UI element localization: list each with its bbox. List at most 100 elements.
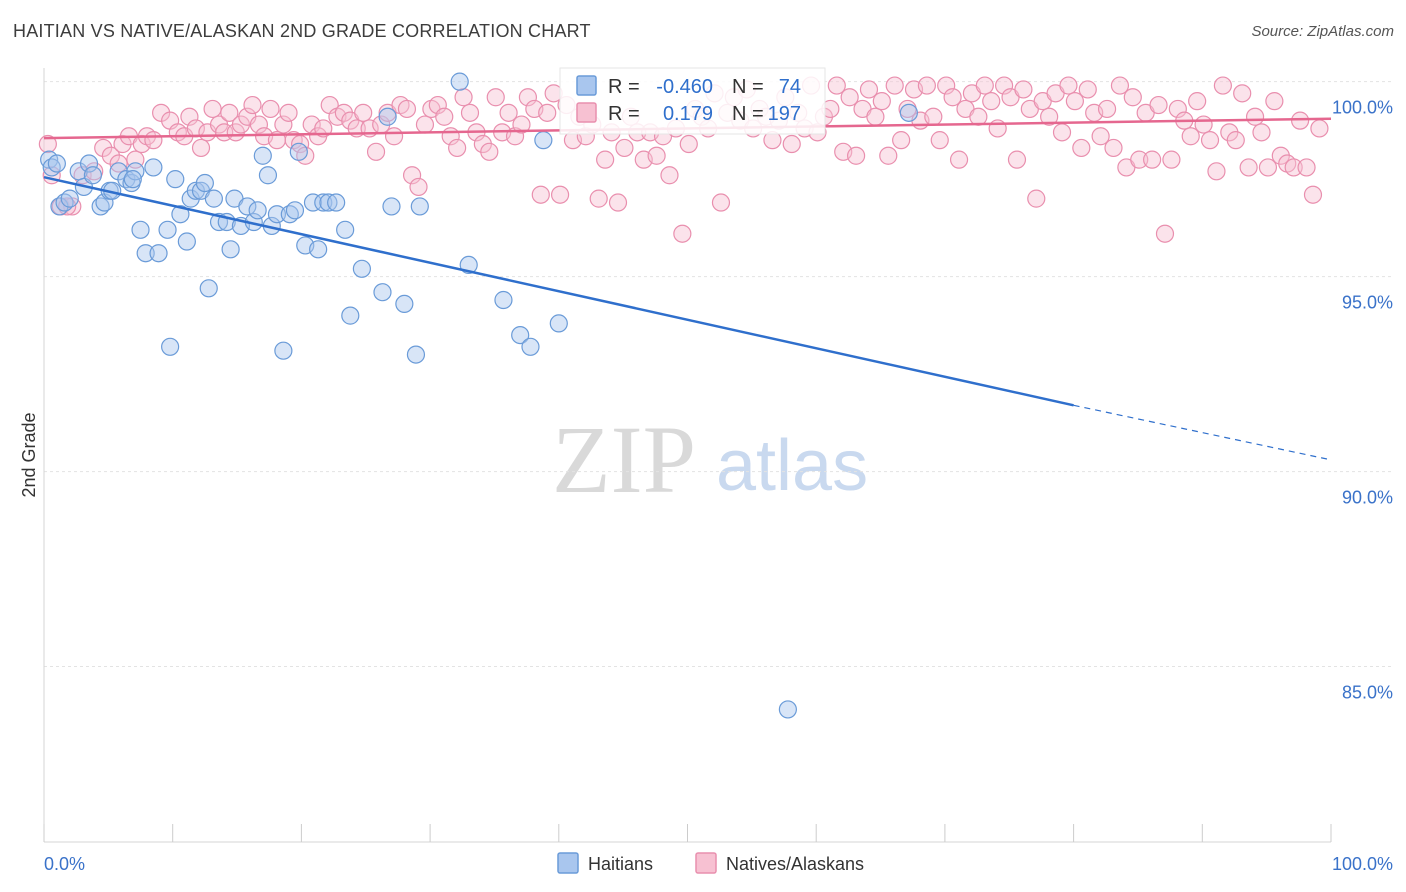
natives-alaskans-series [38, 76, 1329, 243]
natives-alaskans-point [1207, 162, 1226, 181]
natives-alaskans-point [538, 103, 557, 122]
natives-alaskans-point [274, 115, 293, 134]
legend-n-label-1: N = [732, 76, 764, 98]
natives-alaskans-point [1258, 158, 1278, 177]
haitians-point [319, 193, 338, 212]
natives-alaskans-point [279, 103, 298, 122]
natives-alaskans-point [1239, 158, 1258, 177]
natives-alaskans-point [1168, 99, 1187, 119]
natives-alaskans-point [872, 92, 891, 111]
natives-alaskans-point [249, 115, 269, 134]
watermark-atlas: atlas [716, 426, 868, 506]
haitians-point [204, 189, 223, 208]
natives-alaskans-point [415, 115, 435, 134]
natives-alaskans-point [969, 107, 988, 126]
haitians-point [534, 131, 553, 150]
haitians-point [83, 166, 103, 185]
legend-swatch-natives [576, 102, 597, 123]
haitians-point [289, 142, 308, 161]
natives-alaskans-point [1194, 115, 1213, 134]
legend-r-label-2: R = [608, 103, 640, 125]
natives-alaskans-point [1149, 95, 1168, 115]
natives-alaskans-point [1065, 92, 1084, 111]
haitians-point [494, 290, 513, 310]
natives-alaskans-point [38, 134, 57, 154]
natives-alaskans-point [144, 131, 163, 150]
bottom-legend-swatch-haitians [557, 852, 579, 874]
natives-alaskans-point [1078, 80, 1097, 99]
haitians-point [79, 154, 99, 173]
legend-n-value-2: 197 [768, 103, 801, 125]
natives-alaskans-point [448, 138, 467, 158]
natives-alaskans-point [1091, 127, 1110, 146]
haitians-point [221, 240, 240, 259]
natives-alaskans-point [1130, 150, 1149, 169]
watermark: ZIP atlas [552, 406, 868, 513]
natives-alaskans-point [885, 76, 904, 95]
natives-alaskans-point [892, 131, 911, 150]
natives-alaskans-point [109, 154, 128, 173]
natives-alaskans-point [846, 146, 866, 165]
natives-alaskans-point [220, 103, 239, 122]
natives-alaskans-point [550, 185, 570, 204]
chart-title: HAITIAN VS NATIVE/ALASKAN 2ND GRADE CORR… [13, 21, 591, 41]
natives-alaskans-point [1059, 76, 1078, 95]
natives-alaskans-point [354, 103, 373, 122]
natives-alaskans-point [94, 138, 113, 158]
haitians-point [238, 197, 257, 216]
haitians-point [341, 306, 360, 325]
natives-alaskans-point [782, 134, 801, 154]
natives-alaskans-point [660, 166, 679, 185]
natives-alaskans-point [982, 92, 1001, 111]
natives-alaskans-point [711, 193, 731, 212]
grid [44, 81, 1393, 668]
natives-alaskans-point [518, 88, 538, 107]
natives-alaskans-point [203, 99, 222, 119]
legend-r-value-2: 0.179 [663, 103, 713, 125]
stats-legend: R = -0.460 N = 74 R = 0.179 N = 197 [559, 67, 826, 135]
haitians-point [303, 193, 323, 212]
natives-alaskans-point [937, 76, 956, 95]
haitians-point [161, 337, 180, 356]
natives-alaskans-point [647, 146, 666, 165]
series-legend: Haitians Natives/Alaskans [557, 852, 864, 874]
natives-alaskans-point [924, 107, 943, 126]
natives-alaskans-point [1097, 99, 1117, 119]
bottom-legend-swatch-natives [695, 852, 717, 874]
haitians-trend-line [43, 175, 1074, 407]
natives-alaskans-point [673, 224, 692, 243]
natives-alaskans-point [435, 107, 454, 126]
source-label: Source: ZipAtlas.com [1251, 23, 1394, 40]
natives-alaskans-point [1213, 76, 1232, 95]
haitians-point [899, 103, 918, 122]
haitians-point [166, 170, 185, 189]
natives-alaskans-point [261, 99, 280, 119]
natives-alaskans-point [1188, 92, 1207, 111]
natives-alaskans-point [1040, 107, 1059, 126]
natives-alaskans-point [1252, 123, 1271, 142]
natives-alaskans-point [1303, 185, 1323, 204]
haitians-point [395, 294, 414, 314]
natives-alaskans-point [512, 115, 531, 134]
natives-alaskans-point [180, 107, 199, 126]
y-tick-label-95: 95.0% [1342, 293, 1393, 313]
haitians-point [158, 220, 177, 239]
haitians-point [253, 146, 272, 165]
natives-alaskans-point [917, 76, 936, 95]
haitians-point [352, 259, 371, 278]
legend-swatch-haitians [576, 75, 597, 96]
natives-alaskans-point [1014, 80, 1033, 99]
natives-alaskans-point [1123, 88, 1142, 107]
haitians-point [406, 345, 426, 364]
natives-alaskans-point [879, 146, 898, 165]
natives-alaskans-point [1284, 158, 1303, 177]
natives-alaskans-point [499, 103, 518, 122]
y-tick-label-85: 85.0% [1342, 683, 1393, 703]
watermark-zip: ZIP [552, 406, 696, 513]
haitians-point [60, 189, 79, 208]
natives-alaskans-point [1155, 224, 1175, 243]
natives-alaskans-point [589, 189, 608, 208]
haitians-point [144, 158, 163, 177]
natives-alaskans-point [949, 150, 969, 169]
